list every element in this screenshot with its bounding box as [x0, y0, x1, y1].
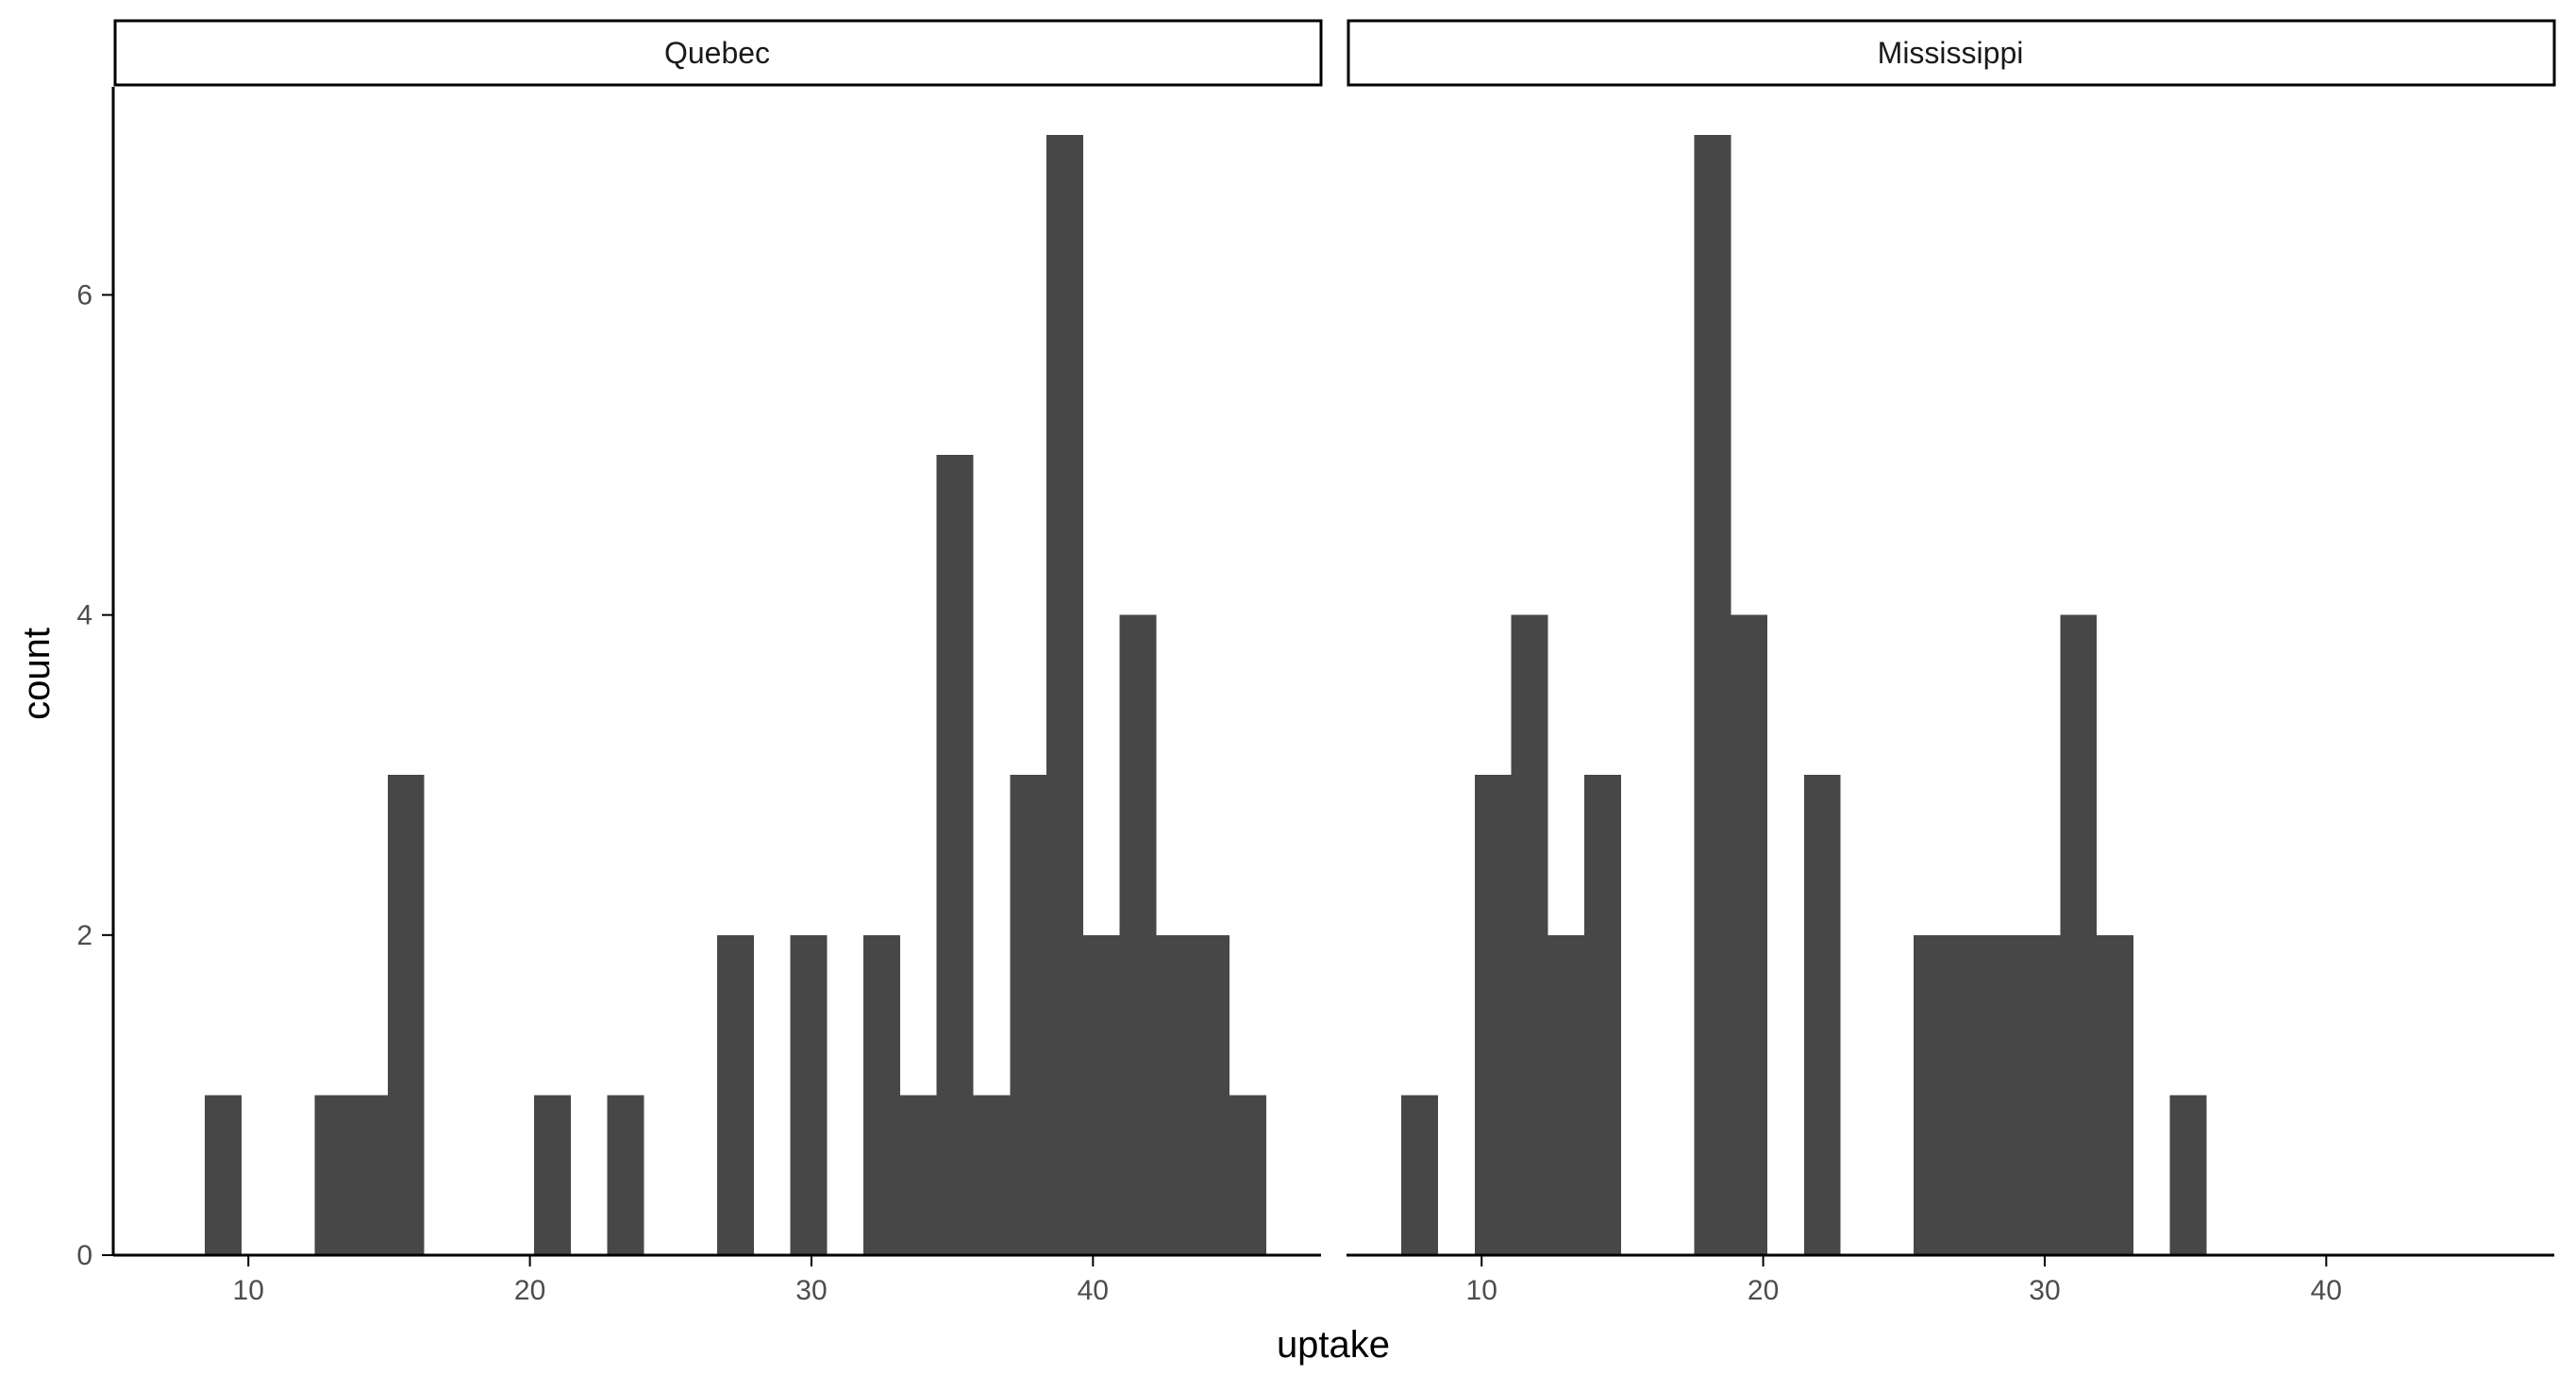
histogram-bar — [2169, 1095, 2207, 1255]
histogram-bar — [534, 1095, 571, 1255]
histogram-bar — [1803, 775, 1841, 1255]
x-tick-label: 40 — [1078, 1275, 1109, 1306]
histogram-bar — [1474, 775, 1512, 1255]
x-tick-label: 40 — [2311, 1275, 2342, 1306]
facet-strip-box — [1347, 19, 2556, 87]
histogram-bar — [1511, 614, 1548, 1255]
histogram-bar — [1082, 934, 1120, 1255]
histogram-bar — [2097, 934, 2133, 1255]
facet-strip-label: Mississippi — [1878, 36, 2024, 70]
histogram-bar — [1010, 775, 1047, 1255]
histogram-bar — [204, 1095, 242, 1255]
histogram-bar — [1229, 1095, 1266, 1255]
x-tick-label: 30 — [795, 1275, 827, 1306]
histogram-bar — [1914, 934, 1950, 1255]
histogram-bar — [936, 455, 974, 1255]
histogram-bar — [2060, 614, 2098, 1255]
histogram-bar — [1046, 134, 1083, 1255]
histogram-bar — [2023, 934, 2061, 1255]
x-tick-label: 10 — [1466, 1275, 1497, 1306]
y-axis-title: count — [16, 628, 58, 720]
histogram-bar — [1193, 934, 1230, 1255]
facet-panel-0: Quebec 10 20 30 40 0 2 4 6 — [76, 19, 1323, 1306]
histogram-bar — [1694, 134, 1731, 1255]
facet-strip-box — [113, 19, 1323, 87]
histogram-bar — [351, 1095, 388, 1255]
histogram-bar — [1950, 934, 1987, 1255]
histogram-bar — [387, 775, 425, 1255]
histogram-bar — [607, 1095, 644, 1255]
facet-panel-1: Mississippi 10 20 30 40 — [1347, 19, 2556, 1306]
histogram-bar — [1156, 934, 1194, 1255]
histogram-bar — [1119, 614, 1157, 1255]
histogram-bar — [790, 934, 828, 1255]
x-tick-label: 10 — [233, 1275, 264, 1306]
histogram-bar — [717, 934, 754, 1255]
y-tick-label: 0 — [76, 1240, 92, 1271]
y-tick-label: 4 — [76, 600, 92, 631]
histogram-bar — [863, 934, 900, 1255]
histogram-bar — [1731, 614, 1768, 1255]
histogram-bar — [1986, 934, 2024, 1255]
histogram-bar — [1547, 934, 1585, 1255]
x-axis-title: uptake — [1277, 1324, 1390, 1366]
histogram-bar — [314, 1095, 352, 1255]
histogram-bar — [1401, 1095, 1438, 1255]
x-tick-label: 20 — [514, 1275, 545, 1306]
x-tick-label: 20 — [1748, 1275, 1779, 1306]
x-tick-label: 30 — [2029, 1275, 2060, 1306]
histogram-bar — [899, 1095, 937, 1255]
histogram-bar — [1584, 775, 1621, 1255]
histogram-bar — [973, 1095, 1011, 1255]
y-tick-label: 6 — [76, 279, 92, 310]
facet-strip-label: Quebec — [664, 36, 770, 70]
y-tick-label: 2 — [76, 920, 92, 951]
